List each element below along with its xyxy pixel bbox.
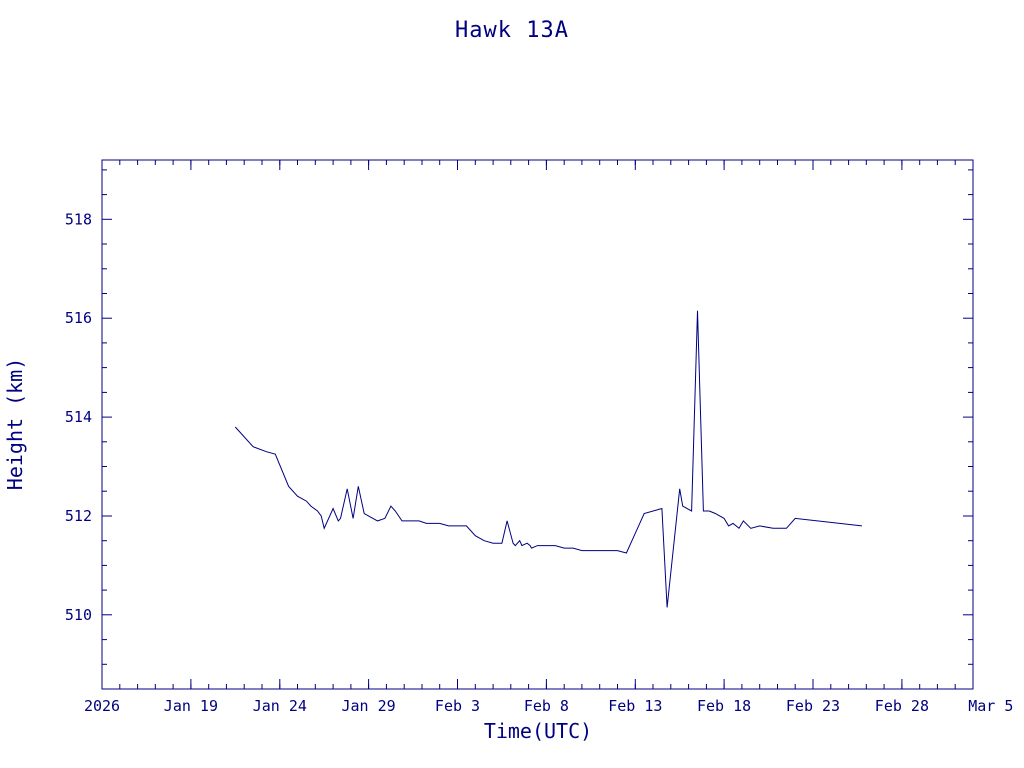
x-axis-ticks: 2026 Jan 19 Jan 24 Jan 29 Feb 3 Feb 8 Feb 13 Fe…	[84, 160, 1013, 715]
x-tick-label: Jan 24	[253, 697, 307, 715]
plot-frame	[101, 159, 974, 690]
x-tick-label: Mar 5	[968, 697, 1013, 715]
y-tick-label: 516	[65, 309, 92, 327]
x-axis-title: Time(UTC)	[484, 719, 592, 743]
y-axis-title: Height (km)	[3, 358, 27, 490]
chart-title: Hawk 13A	[455, 18, 569, 43]
x-tick-label: Feb 18	[697, 697, 751, 715]
height-series-line	[234, 310, 862, 608]
y-tick-label: 514	[65, 408, 92, 426]
x-tick-label: Jan 19	[164, 697, 218, 715]
x-tick-label: Feb 3	[435, 697, 480, 715]
x-tick-label: 2026	[84, 697, 120, 715]
x-tick-label: Feb 13	[608, 697, 662, 715]
x-tick-label: Jan 29	[342, 697, 396, 715]
x-tick-label: Feb 8	[524, 697, 569, 715]
y-tick-label: 518	[65, 210, 92, 228]
plot-area: 510 512 514 516 518 2026 Jan 19 Jan 24 Jan 29 Fe…	[65, 159, 1013, 715]
y-axis-ticks: 510 512 514 516 518	[65, 169, 973, 690]
y-tick-label: 510	[65, 606, 92, 624]
x-tick-label: Feb 23	[786, 697, 840, 715]
x-tick-label: Feb 28	[875, 697, 929, 715]
y-tick-label: 512	[65, 507, 92, 525]
